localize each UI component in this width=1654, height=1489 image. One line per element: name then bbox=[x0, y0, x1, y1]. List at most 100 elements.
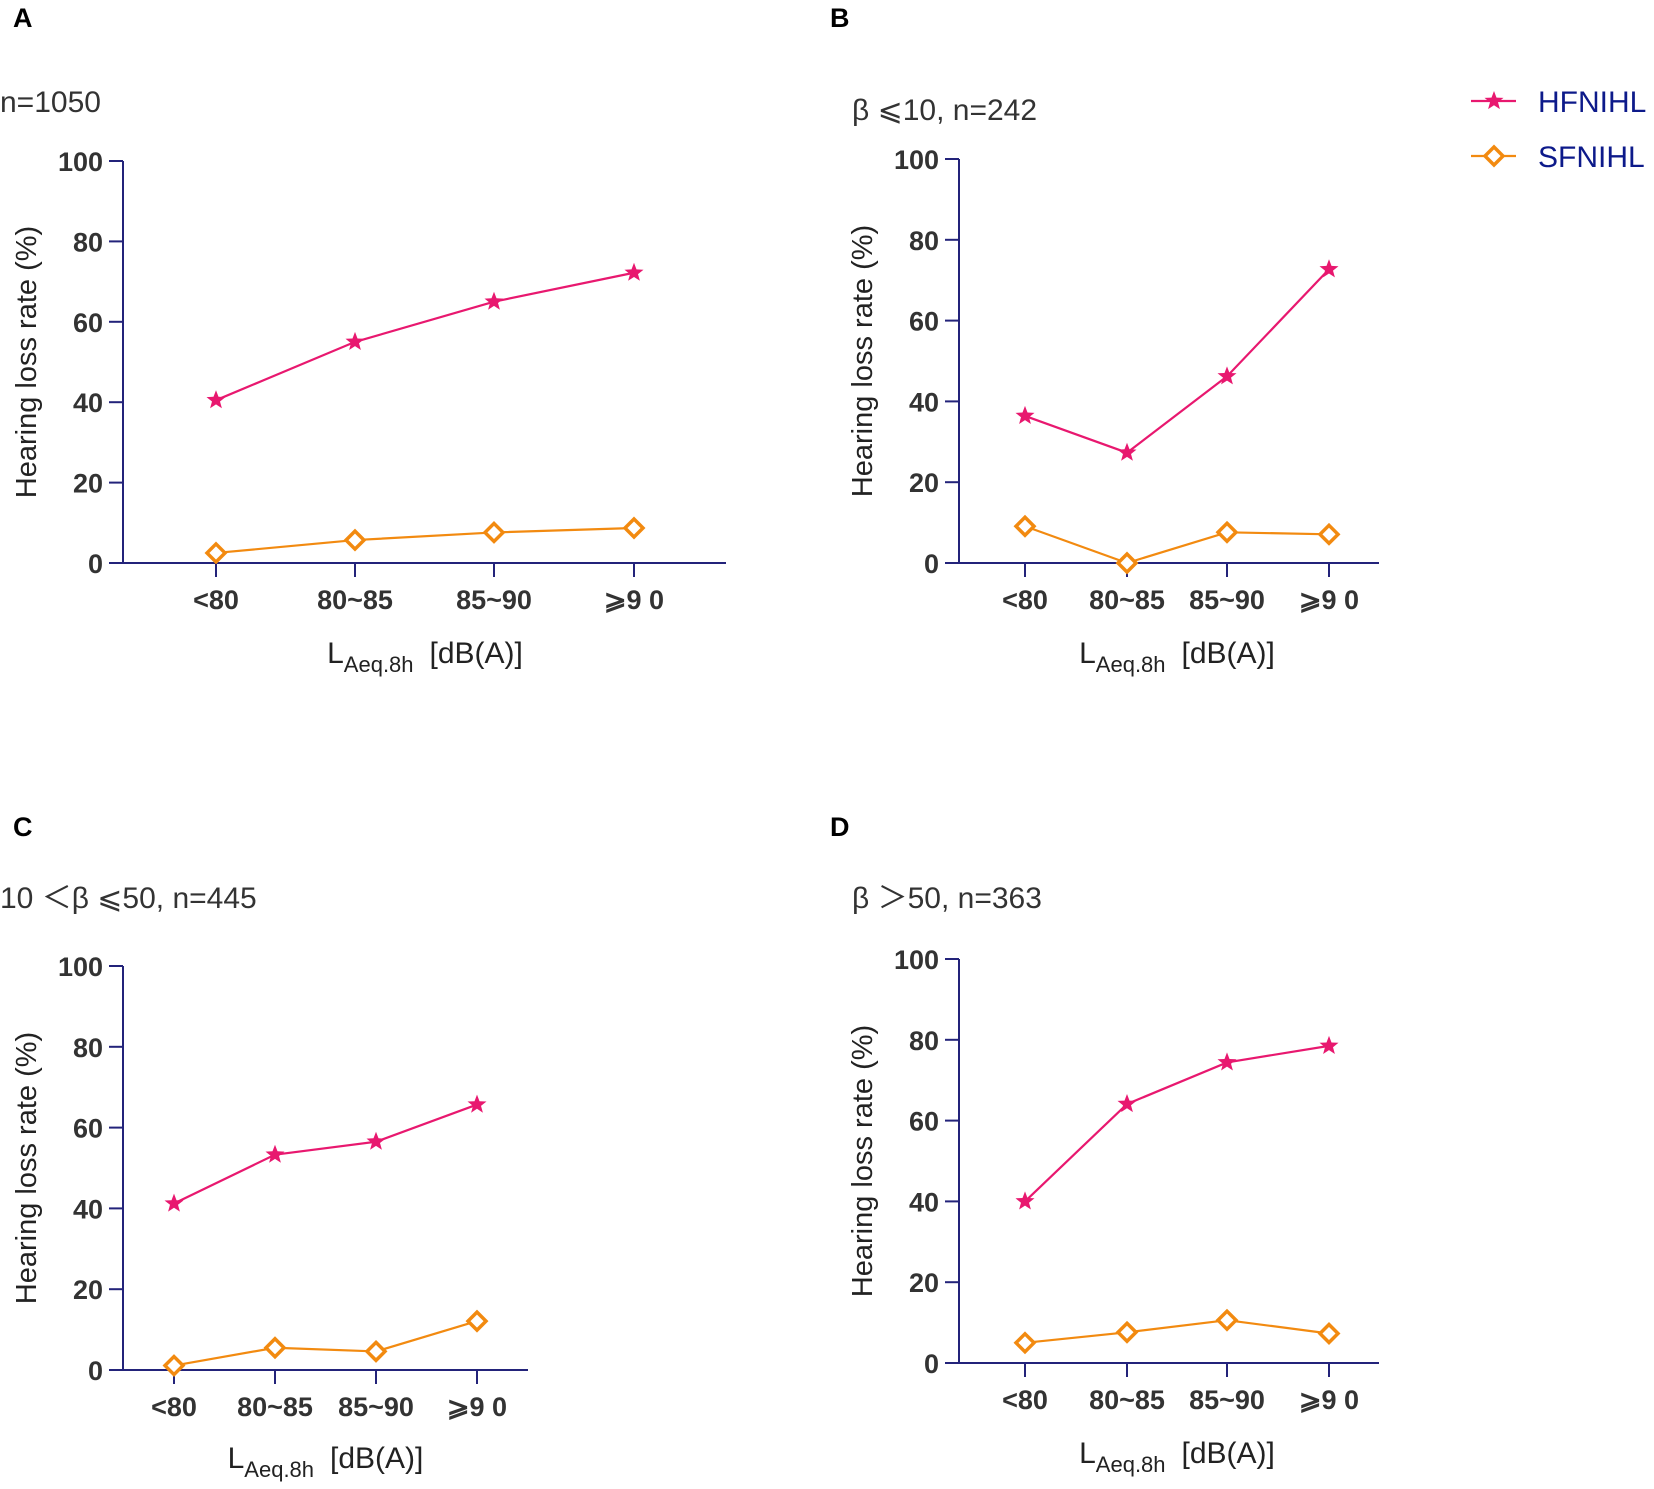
data-point-diamond bbox=[482, 520, 506, 544]
y-tick-label: 60 bbox=[909, 1107, 939, 1137]
panel-C: C 10 ＜β ⩽50, n=445 0 20 40 60 80 100 <80 80~85 85~… bbox=[0, 812, 528, 1482]
data-point-diamond bbox=[1115, 1320, 1139, 1344]
data-point-star bbox=[467, 1094, 487, 1113]
y-axis-label: Hearing loss rate (%) bbox=[847, 1025, 879, 1297]
x-axis-label-sub: Aeq.8h bbox=[1096, 1452, 1166, 1477]
x-tick-label: <80 bbox=[151, 1392, 197, 1422]
x-tick-label: <80 bbox=[193, 585, 239, 615]
y-tick-label: 100 bbox=[58, 952, 103, 982]
data-point-star bbox=[1015, 405, 1035, 424]
panel-letter: C bbox=[13, 812, 33, 842]
y-axis-label: Hearing loss rate (%) bbox=[11, 226, 43, 498]
x-tick-label: 80~85 bbox=[317, 585, 393, 615]
y-tick-label: 80 bbox=[909, 226, 939, 256]
legend-star-icon bbox=[1484, 91, 1504, 110]
data-point-star bbox=[1015, 1191, 1035, 1210]
y-tick-label: 0 bbox=[88, 1356, 103, 1386]
x-tick-label: <80 bbox=[1002, 1385, 1048, 1415]
data-point-star bbox=[1319, 1035, 1339, 1054]
legend: HFNIHL SFNIHL bbox=[1471, 86, 1646, 174]
x-tick-label: 80~85 bbox=[237, 1392, 313, 1422]
x-tick-label: 80~85 bbox=[1089, 585, 1165, 615]
x-tick-label: 80~85 bbox=[1089, 1385, 1165, 1415]
y-tick-label: 80 bbox=[73, 1033, 103, 1063]
panel-A: An=1050 0 20 40 60 80 100 <80 80~85 85~90 ⩾9 0 Hear… bbox=[0, 3, 726, 677]
series-line-HFNIHL bbox=[1024, 1044, 1330, 1203]
x-axis-label-main: L bbox=[228, 1442, 245, 1475]
x-tick-label: 85~90 bbox=[1189, 1385, 1265, 1415]
y-axis-label: Hearing loss rate (%) bbox=[847, 225, 879, 497]
y-tick-label: 40 bbox=[73, 388, 103, 418]
y-tick-label: 20 bbox=[909, 468, 939, 498]
y-tick-label: 100 bbox=[58, 147, 103, 177]
x-tick-label: ⩾9 0 bbox=[447, 1392, 507, 1422]
x-axis-label-main: L bbox=[327, 637, 344, 670]
x-axis-label: LAeq.8h [dB(A)] bbox=[1079, 637, 1275, 677]
series-line-HFNIHL bbox=[215, 271, 635, 402]
y-tick-label: 40 bbox=[73, 1194, 103, 1224]
x-axis-label: LAeq.8h [dB(A)] bbox=[1079, 1437, 1275, 1477]
data-point-star bbox=[484, 291, 504, 310]
data-point-diamond bbox=[465, 1309, 489, 1333]
x-axis-label: LAeq.8h [dB(A)] bbox=[327, 637, 523, 677]
x-axis-label-unit: [dB(A)] bbox=[1182, 637, 1275, 670]
panel-subtitle: 10 ＜β ⩽50, n=445 bbox=[0, 882, 257, 915]
panel-subtitle: β ＞50, n=363 bbox=[852, 882, 1042, 915]
data-point-star bbox=[1217, 366, 1237, 385]
y-tick-label: 40 bbox=[909, 1187, 939, 1217]
series-line-SFNIHL bbox=[215, 526, 635, 555]
x-tick-label: 85~90 bbox=[1189, 585, 1265, 615]
data-point-diamond bbox=[343, 528, 367, 552]
panel-B: Bβ ⩽10, n=242 0 20 40 60 80 100 <80 80~85 85~90 ⩾9… bbox=[830, 3, 1379, 677]
data-point-star bbox=[1319, 259, 1339, 278]
x-tick-label: ⩾9 0 bbox=[1299, 1385, 1359, 1415]
x-tick-label: ⩾9 0 bbox=[1299, 585, 1359, 615]
series-line-SFNIHL bbox=[1024, 525, 1330, 565]
data-point-star bbox=[164, 1193, 184, 1212]
y-tick-label: 60 bbox=[73, 308, 103, 338]
legend-diamond-icon bbox=[1482, 144, 1506, 168]
data-point-star bbox=[1117, 442, 1137, 461]
x-axis-label-sub: Aeq.8h bbox=[1096, 652, 1166, 677]
y-tick-label: 20 bbox=[73, 469, 103, 499]
x-tick-label: <80 bbox=[1002, 585, 1048, 615]
data-point-diamond bbox=[364, 1339, 388, 1363]
panel-letter: A bbox=[13, 3, 33, 33]
data-point-star bbox=[345, 331, 365, 350]
y-tick-label: 80 bbox=[73, 227, 103, 257]
series-line-HFNIHL bbox=[173, 1103, 478, 1205]
series-line-SFNIHL bbox=[173, 1320, 478, 1367]
y-axis-label: Hearing loss rate (%) bbox=[11, 1032, 43, 1304]
y-tick-label: 20 bbox=[909, 1268, 939, 1298]
x-axis-label-unit: [dB(A)] bbox=[1182, 1437, 1275, 1470]
data-point-star bbox=[1117, 1094, 1137, 1113]
legend-label: SFNIHL bbox=[1538, 141, 1645, 174]
x-tick-label: ⩾9 0 bbox=[604, 585, 664, 615]
x-axis-label-main: L bbox=[1079, 1437, 1096, 1470]
y-tick-label: 80 bbox=[909, 1026, 939, 1056]
x-axis-label-unit: [dB(A)] bbox=[330, 1442, 423, 1475]
data-point-star bbox=[1217, 1052, 1237, 1071]
y-tick-label: 20 bbox=[73, 1275, 103, 1305]
panel-letter: D bbox=[830, 812, 850, 842]
data-point-diamond bbox=[204, 541, 228, 565]
data-point-diamond bbox=[1013, 1331, 1037, 1355]
data-point-diamond bbox=[1215, 520, 1239, 544]
panel-subtitle: β ⩽10, n=242 bbox=[852, 94, 1037, 127]
y-tick-label: 0 bbox=[88, 549, 103, 579]
panel-D: Dβ ＞50, n=363 0 20 40 60 80 100 <80 80~85 85~90 ⩾9… bbox=[830, 812, 1379, 1477]
x-axis-label: LAeq.8h [dB(A)] bbox=[228, 1442, 424, 1482]
data-point-star bbox=[206, 390, 226, 409]
data-point-diamond bbox=[162, 1354, 186, 1378]
data-point-diamond bbox=[1215, 1308, 1239, 1332]
x-axis-label-unit: [dB(A)] bbox=[430, 637, 523, 670]
panel-letter: B bbox=[830, 3, 850, 33]
x-tick-label: 85~90 bbox=[338, 1392, 414, 1422]
data-point-diamond bbox=[1013, 514, 1037, 538]
legend-label: HFNIHL bbox=[1538, 86, 1646, 119]
data-point-diamond bbox=[1317, 522, 1341, 546]
data-point-star bbox=[265, 1144, 285, 1163]
y-tick-label: 40 bbox=[909, 387, 939, 417]
series-line-SFNIHL bbox=[1024, 1319, 1330, 1344]
